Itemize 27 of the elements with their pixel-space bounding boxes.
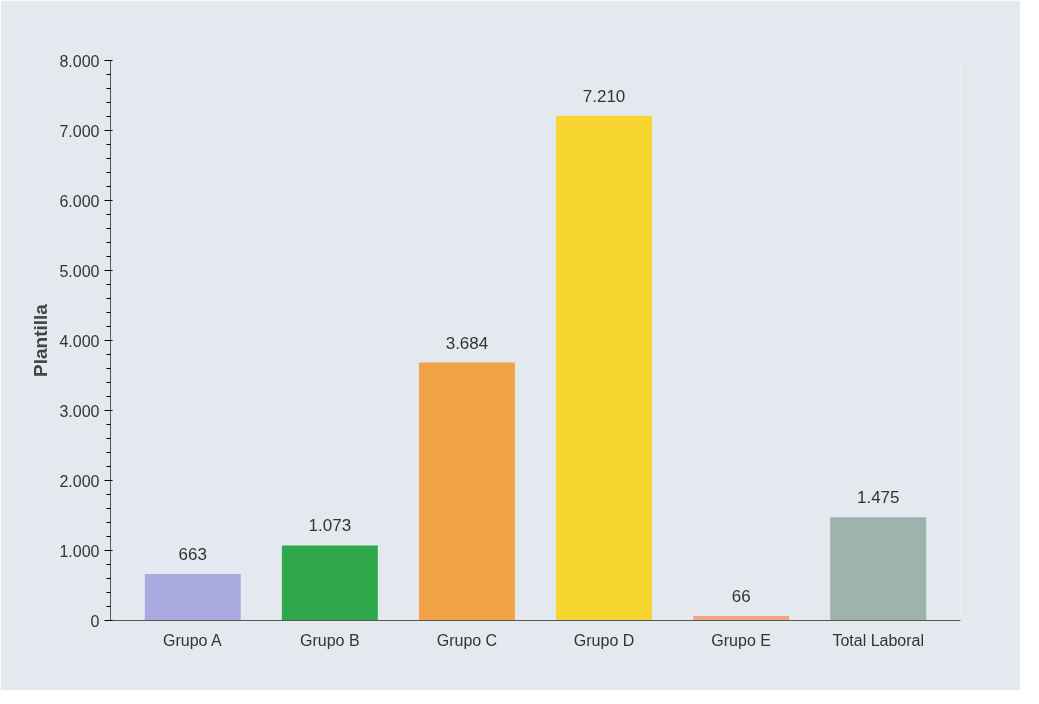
data-label: 7.210 (582, 86, 626, 106)
data-label: 1.475 (856, 488, 900, 508)
y-tick-label: 8.000 (59, 52, 100, 70)
x-tick-label: Grupo E (711, 631, 771, 649)
y-tick-label: 3.000 (59, 402, 100, 420)
y-tick-label: 2.000 (59, 472, 100, 490)
x-tick-label: Total Laboral (832, 631, 925, 649)
y-axis-title: Plantilla (30, 303, 52, 377)
bar (556, 115, 653, 621)
x-tick-label: Grupo A (162, 631, 222, 649)
y-tick-label: 0 (90, 612, 100, 630)
x-tick-label: Grupo D (573, 631, 635, 649)
bar (281, 545, 378, 621)
x-tick-label: Grupo B (300, 631, 360, 649)
bar (418, 362, 515, 621)
data-label: 3.684 (445, 333, 489, 353)
data-label: 663 (178, 545, 207, 565)
y-tick-label: 7.000 (59, 122, 100, 140)
y-tick-label: 4.000 (59, 332, 100, 350)
x-tick-label: Grupo C (436, 631, 498, 649)
data-label: 1.073 (308, 516, 352, 536)
y-tick-label: 1.000 (59, 542, 100, 560)
bar (830, 517, 927, 621)
y-tick-label: 6.000 (59, 192, 100, 210)
data-label: 66 (731, 586, 751, 606)
bar (144, 574, 241, 621)
y-tick-label: 5.000 (59, 262, 100, 280)
